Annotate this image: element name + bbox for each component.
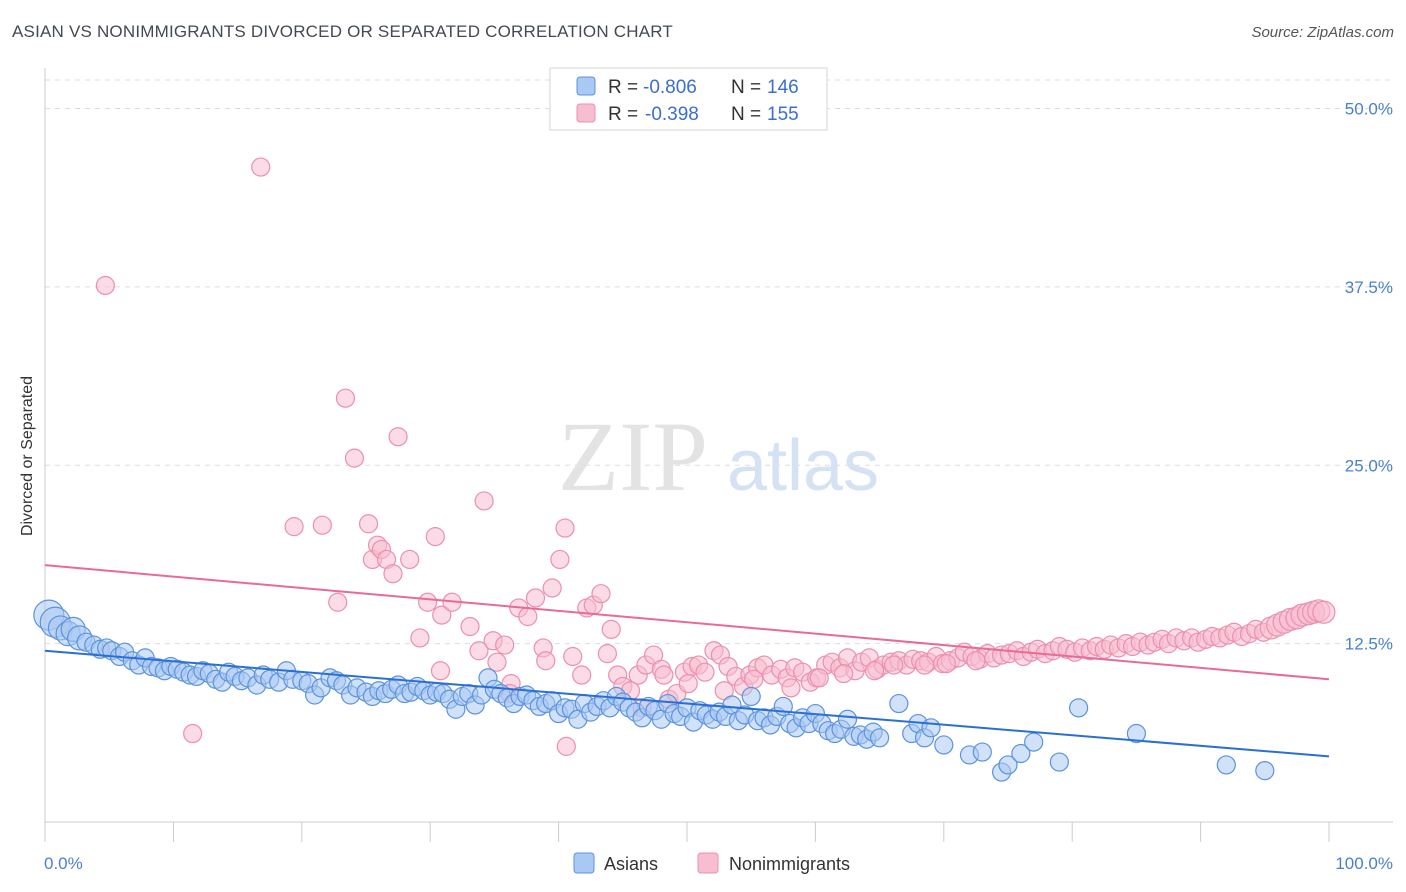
asians-point-141 [1069,698,1089,718]
legend-box [549,67,828,131]
legend-n-label-nonimmigrants: N = [731,104,761,125]
nonimmigrants-point-147 [678,673,698,694]
legend-swatch-nonimmigrants [576,103,596,123]
x-tick-label-100: 100.0% [1335,854,1393,873]
nonimmigrants-point-2 [251,157,271,177]
nonimmigrants-point-31 [542,578,562,598]
nonimmigrants-point-34 [563,646,583,667]
nonimmigrants-point-28 [518,606,538,627]
asians-trend-line [44,649,1330,758]
nonimmigrants-point-39 [601,619,621,639]
nonimmigrants-point-142 [536,651,556,671]
nonimmigrants-point-0 [95,275,115,296]
legend-n-value-nonimmigrants: 155 [767,104,799,125]
grid-lines [45,79,1393,645]
y-tick-label-3: 50.0% [1345,100,1393,119]
asians-point-127 [869,728,890,748]
nonimmigrants-point-25 [495,635,515,655]
nonimmigrants-point-157 [966,651,986,671]
nonimmigrants-point-16 [410,628,430,648]
nonimmigrants-point-21 [460,616,480,637]
source-credit: Source: ZipAtlas.com [1251,24,1394,41]
series-legend: Asians Nonimmigrants [573,852,850,874]
nonimmigrants-point-33 [555,518,575,538]
asians-point-139 [1024,732,1044,752]
asians-point-140 [1049,752,1069,772]
asians-point-142 [1126,723,1147,744]
nonimmigrants-point-140 [469,641,489,661]
bottom-legend-nonimmigrants: Nonimmigrants [729,854,850,874]
asians-point-144 [1255,761,1275,781]
asians-point-137 [998,755,1018,775]
y-tick-label-0: 12.5% [1345,635,1393,654]
asians-point-107 [741,686,761,707]
correlation-legend: R = -0.806 N = 146 R = -0.398 N = 155 [549,67,828,131]
nonimmigrants-trend-line [44,564,1330,681]
asians-point-132 [921,718,941,738]
nonimmigrants-point-5 [328,592,348,612]
x-tick-label-0: 0.0% [44,854,83,873]
legend-r-label-nonimmigrants: R = [608,104,638,125]
legend-n-value-asians: 146 [767,77,799,98]
nonimmigrants-point-1 [183,723,203,744]
nonimmigrants-point-150 [781,678,801,698]
asians-point-135 [972,742,992,762]
trend-lines [44,564,1330,758]
nonimmigrants-point-14 [388,427,408,447]
nonimmigrants-point-15 [400,549,420,570]
nonimmigrants-point-144 [597,644,617,664]
nonimmigrants-point-18 [425,527,445,547]
nonimmigrants-point-19 [432,605,452,625]
legend-r-value-asians: -0.806 [643,77,697,98]
nonimmigrants-point-156 [936,654,956,674]
asians-point-143 [1216,755,1236,775]
legend-r-value-nonimmigrants: -0.398 [645,104,699,125]
asians-point-128 [889,693,909,714]
nonimmigrants-point-152 [834,663,854,684]
nonimmigrants-point-17 [418,592,438,612]
asians-point-138 [1011,743,1031,764]
nonimmigrants-point-22 [474,491,494,511]
nonimmigrants-point-146 [654,665,674,685]
chart-title: ASIAN VS NONIMMIGRANTS DIVORCED OR SEPAR… [12,22,673,41]
nonimmigrants-point-6 [335,388,356,408]
nonimmigrants-point-138 [1312,600,1336,624]
nonimmigrants-point-154 [884,655,904,675]
legend-swatch-asians [576,76,596,96]
nonimmigrants-point-52 [695,662,715,682]
axes [44,68,1393,842]
nonimmigrants-point-13 [383,564,403,584]
asians-point-133 [934,735,954,755]
asians-point-122 [837,709,858,729]
nonimmigrants-point-7 [344,448,365,468]
y-tick-label-1: 25.0% [1345,456,1393,475]
nonimmigrants-point-29 [525,588,546,608]
watermark-zip: ZIP [558,401,708,512]
nonimmigrants-point-3 [284,517,304,537]
nonimmigrants-point-38 [591,584,611,604]
asians-points [33,599,1275,782]
nonimmigrants-point-155 [914,655,935,675]
nonimmigrants-point-143 [556,736,576,756]
nonimmigrants-point-32 [550,549,570,570]
legend-r-label-asians: R = [608,77,638,98]
nonimmigrants-point-153 [864,661,885,681]
watermark-atlas: atlas [727,426,879,506]
bottom-legend-swatch-nonimmigrants [697,852,719,874]
nonimmigrants-point-24 [487,652,507,672]
watermark: ZIP atlas [558,401,879,512]
bottom-legend-asians: Asians [604,854,658,874]
nonimmigrants-point-139 [430,661,451,681]
y-tick-label-2: 37.5% [1345,278,1393,297]
legend-n-label-asians: N = [731,77,761,98]
bottom-legend-swatch-asians [573,852,595,874]
nonimmigrants-point-35 [572,665,592,685]
nonimmigrants-point-4 [312,515,332,535]
nonimmigrants-point-151 [809,668,829,688]
y-tick-labels: 12.5% 25.0% 37.5% 50.0% [1345,100,1393,654]
nonimmigrants-point-149 [744,669,764,689]
nonimmigrants-point-8 [358,514,379,534]
